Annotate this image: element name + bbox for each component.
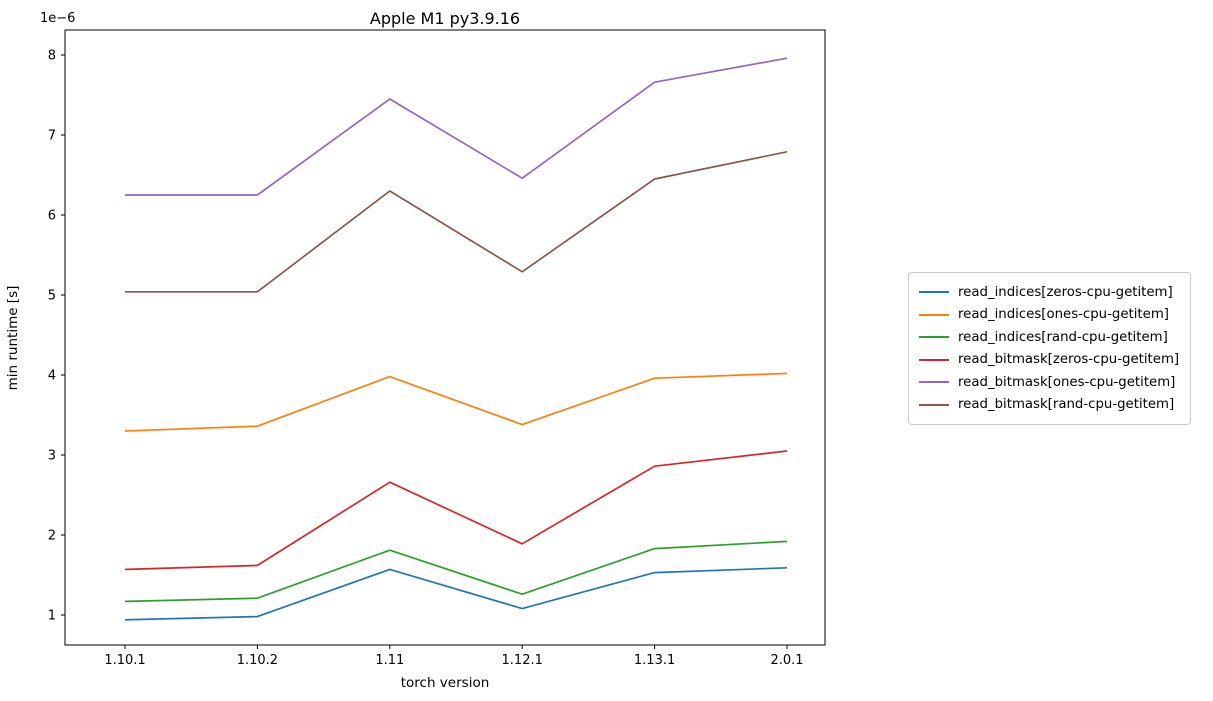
y-tick-label: 3 (48, 449, 56, 464)
y-tick-label: 6 (48, 209, 56, 224)
chart-title: Apple M1 py3.9.16 (369, 9, 521, 28)
legend-entry: read_bitmask[ones-cpu-getitem] (919, 371, 1179, 394)
legend-line-swatch (919, 291, 949, 294)
y-axis-offset-label: 1e−6 (40, 11, 76, 26)
y-tick-label: 8 (48, 49, 56, 64)
legend: read_indices[zeros-cpu-getitem] read_indi… (908, 272, 1192, 425)
legend-entry: read_bitmask[zeros-cpu-getitem] (919, 349, 1179, 372)
legend-entry-label: read_indices[ones-cpu-getitem] (958, 307, 1169, 323)
legend-entry-label: read_bitmask[ones-cpu-getitem] (958, 374, 1176, 390)
y-tick-label: 1 (48, 609, 56, 624)
legend-line-swatch (919, 336, 949, 339)
x-tick-label: 1.11 (375, 653, 404, 668)
legend-line-swatch (919, 313, 949, 316)
legend-entry: read_indices[rand-cpu-getitem] (919, 326, 1179, 349)
series-line (124, 566, 788, 621)
x-tick-label: 1.13.1 (634, 653, 675, 668)
legend-entry: read_indices[zeros-cpu-getitem] (919, 281, 1179, 304)
series-line (124, 540, 788, 603)
series-line (125, 57, 788, 196)
legend-entry-label: read_bitmask[rand-cpu-getitem] (958, 397, 1175, 413)
x-tick-label: 1.10.1 (104, 653, 145, 668)
legend-line-swatch (919, 381, 949, 384)
legend-line-swatch (919, 358, 949, 361)
legend-entry-label: read_indices[zeros-cpu-getitem] (958, 284, 1173, 300)
y-tick-label: 7 (48, 129, 56, 144)
x-axis-label: torch version (400, 675, 490, 691)
y-tick-label: 5 (48, 289, 56, 304)
y-tick-label: 4 (48, 369, 56, 384)
legend-entry-label: read_bitmask[zeros-cpu-getitem] (958, 352, 1180, 368)
x-tick-label: 1.12.1 (502, 653, 543, 668)
series-line (124, 450, 788, 571)
legend-entry: read_bitmask[rand-cpu-getitem] (919, 394, 1179, 417)
y-tick-label: 2 (48, 529, 56, 544)
legend-line-swatch (919, 403, 949, 406)
legend-entry: read_indices[ones-cpu-getitem] (919, 304, 1179, 327)
x-tick-label: 2.0.1 (770, 653, 803, 668)
x-tick-label: 1.10.2 (237, 653, 278, 668)
legend-entry-label: read_indices[rand-cpu-getitem] (958, 329, 1168, 345)
series-line (124, 372, 788, 432)
axes-spines (64, 29, 826, 646)
series-line (125, 150, 788, 293)
